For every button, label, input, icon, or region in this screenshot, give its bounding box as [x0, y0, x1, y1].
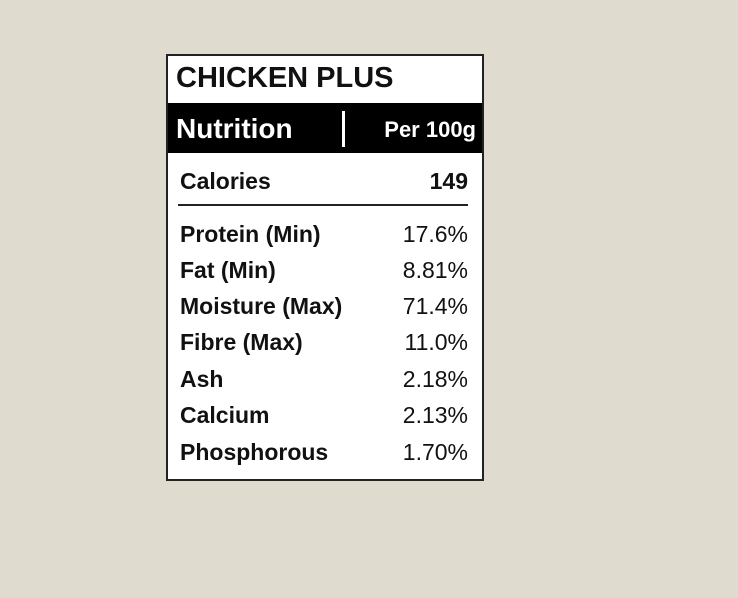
- nutrient-row: Fat (Min) 8.81%: [180, 257, 468, 287]
- nutrient-row: Moisture (Max) 71.4%: [180, 293, 468, 323]
- nutrient-label: Ash: [180, 366, 224, 392]
- nutrient-label: Protein (Min): [180, 221, 321, 247]
- nutrient-value: 8.81%: [402, 257, 468, 283]
- nutrient-row: Fibre (Max) 11.0%: [180, 329, 468, 359]
- nutrient-label: Fat (Min): [180, 257, 276, 283]
- calories-value: 149: [429, 168, 468, 194]
- nutrient-label: Moisture (Max): [180, 293, 343, 319]
- nutrient-row: Protein (Min) 17.6%: [180, 221, 468, 251]
- nutrition-heading: Nutrition: [176, 113, 293, 144]
- calories-row: Calories 149: [180, 168, 468, 198]
- serving-basis: Per 100g: [384, 117, 476, 142]
- nutrition-label: CHICKEN PLUS Nutrition Per 100g Calories…: [166, 54, 484, 481]
- nutrient-value: 71.4%: [402, 293, 468, 319]
- nutrient-row: Phosphorous 1.70%: [180, 439, 468, 469]
- nutrient-value: 1.70%: [402, 439, 468, 465]
- calories-label: Calories: [180, 168, 271, 194]
- nutrient-value: 2.18%: [402, 366, 468, 392]
- divider: [178, 204, 468, 206]
- nutrient-label: Phosphorous: [180, 439, 329, 465]
- header-divider: [342, 111, 345, 147]
- nutrition-header: Nutrition Per 100g: [168, 103, 482, 153]
- nutrient-row: Calcium 2.13%: [180, 402, 468, 432]
- product-title: CHICKEN PLUS: [176, 62, 394, 94]
- nutrient-label: Fibre (Max): [180, 329, 303, 355]
- nutrient-value: 2.13%: [402, 402, 468, 428]
- nutrient-value: 11.0%: [404, 329, 468, 355]
- nutrient-value: 17.6%: [402, 221, 468, 247]
- nutrient-label: Calcium: [180, 402, 270, 428]
- nutrient-row: Ash 2.18%: [180, 366, 468, 396]
